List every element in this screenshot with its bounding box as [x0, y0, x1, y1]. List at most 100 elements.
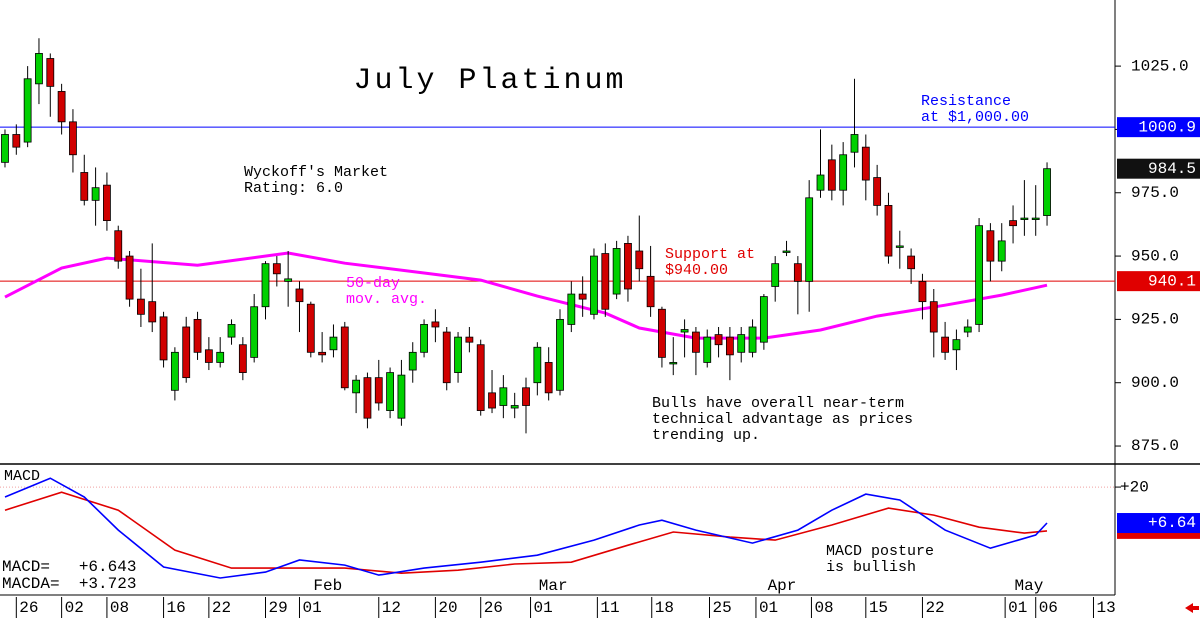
candle-body — [465, 336, 474, 343]
candle-body — [907, 255, 916, 270]
annotation: trending up. — [652, 427, 760, 444]
candle-body — [476, 344, 485, 411]
candle-body — [420, 324, 428, 353]
x-tick-label: 22 — [925, 599, 944, 617]
y-tick-label: 875.0 — [1131, 437, 1179, 455]
candle-body — [646, 275, 655, 308]
candle-body — [114, 230, 123, 262]
candle-body — [250, 306, 259, 358]
x-tick-label: 20 — [438, 599, 457, 617]
candle-body — [952, 339, 961, 351]
x-tick-label: 08 — [110, 599, 129, 617]
candle-body — [261, 263, 270, 308]
last-price-box — [1117, 158, 1200, 179]
candle-body — [238, 344, 247, 373]
x-tick-label: 18 — [655, 599, 674, 617]
x-tick-label: 26 — [484, 599, 503, 617]
candle-body — [454, 336, 462, 373]
chart-title: July Platinum — [353, 64, 626, 98]
candle-body — [567, 293, 576, 325]
scroll-arrow-icon[interactable] — [1185, 603, 1199, 613]
candle-body — [125, 255, 134, 300]
annotation: Rating: 6.0 — [244, 180, 343, 197]
candle-body — [329, 336, 338, 351]
candle-body — [929, 301, 938, 333]
candle-body — [590, 255, 598, 315]
candle-body — [533, 346, 542, 384]
candle-body — [488, 392, 496, 409]
candle-body — [997, 240, 1006, 262]
candle-body — [1, 134, 9, 163]
resistance-note: at $1,000.00 — [921, 109, 1029, 126]
month-label: Feb — [313, 577, 342, 595]
x-tick-label: 25 — [713, 599, 732, 617]
level-box — [1117, 271, 1200, 292]
x-tick-label: 12 — [382, 599, 401, 617]
level-label: 940.1 — [1148, 272, 1196, 290]
x-tick-label: 01 — [534, 599, 553, 617]
month-label: Apr — [768, 577, 797, 595]
last-price-label: 984.5 — [1148, 160, 1196, 178]
y-tick-label: 1025.0 — [1131, 57, 1189, 75]
candle-body — [23, 78, 32, 143]
candle-body — [91, 187, 100, 201]
candle-body — [669, 362, 678, 365]
candle-body — [963, 326, 972, 333]
candle-body — [975, 225, 983, 325]
macd-box-label: +6.64 — [1148, 514, 1196, 532]
x-tick-label: 01 — [302, 599, 321, 617]
resistance-note: Resistance — [921, 93, 1011, 110]
macd-line — [4, 477, 1048, 579]
candle-body — [522, 387, 530, 406]
candle-body — [1031, 217, 1040, 220]
candle-body — [544, 362, 553, 394]
x-tick-label: 06 — [1039, 599, 1058, 617]
candle-body — [170, 351, 179, 391]
month-label: Mar — [539, 577, 568, 595]
candle-body — [839, 154, 848, 191]
candle-body — [1043, 168, 1051, 216]
candle-body — [397, 374, 406, 419]
macd-readout: MACDA= +3.723 — [2, 575, 136, 593]
candle-body — [272, 263, 281, 275]
candle-body — [306, 303, 315, 353]
candle-body — [510, 405, 519, 409]
y-tick-label: 950.0 — [1131, 247, 1179, 265]
candle-body — [624, 243, 632, 290]
y-tick-label: 925.0 — [1131, 311, 1179, 329]
x-tick-label: 22 — [212, 599, 231, 617]
support-note: Support at — [665, 246, 755, 263]
candle-body — [827, 159, 836, 191]
macd-box — [1117, 513, 1200, 534]
level-box — [1117, 117, 1200, 138]
candle-body — [884, 205, 893, 257]
candle-body — [578, 293, 587, 300]
candle-body — [204, 349, 213, 363]
candle-body — [680, 329, 689, 333]
x-tick-label: 15 — [869, 599, 888, 617]
candle-body — [748, 326, 757, 353]
candle-body — [703, 336, 712, 363]
candle-body — [737, 334, 746, 353]
candle-body — [182, 326, 191, 379]
candle-body — [918, 280, 927, 303]
candle-body — [352, 379, 361, 394]
candle-body — [159, 316, 168, 361]
candle-body — [658, 308, 666, 358]
candle-body — [137, 298, 145, 315]
candle-body — [386, 372, 394, 411]
candle-body — [148, 301, 157, 323]
candle-body — [295, 288, 304, 303]
candle-body — [318, 351, 327, 356]
x-tick-label: 13 — [1096, 599, 1115, 617]
x-tick-label: 26 — [19, 599, 38, 617]
candle-body — [850, 134, 859, 153]
candle-body — [216, 351, 225, 363]
x-tick-label: 01 — [759, 599, 778, 617]
candle-body — [601, 253, 610, 310]
candle-body — [782, 250, 791, 253]
candle-body — [193, 318, 202, 353]
candle-body — [1020, 217, 1029, 220]
